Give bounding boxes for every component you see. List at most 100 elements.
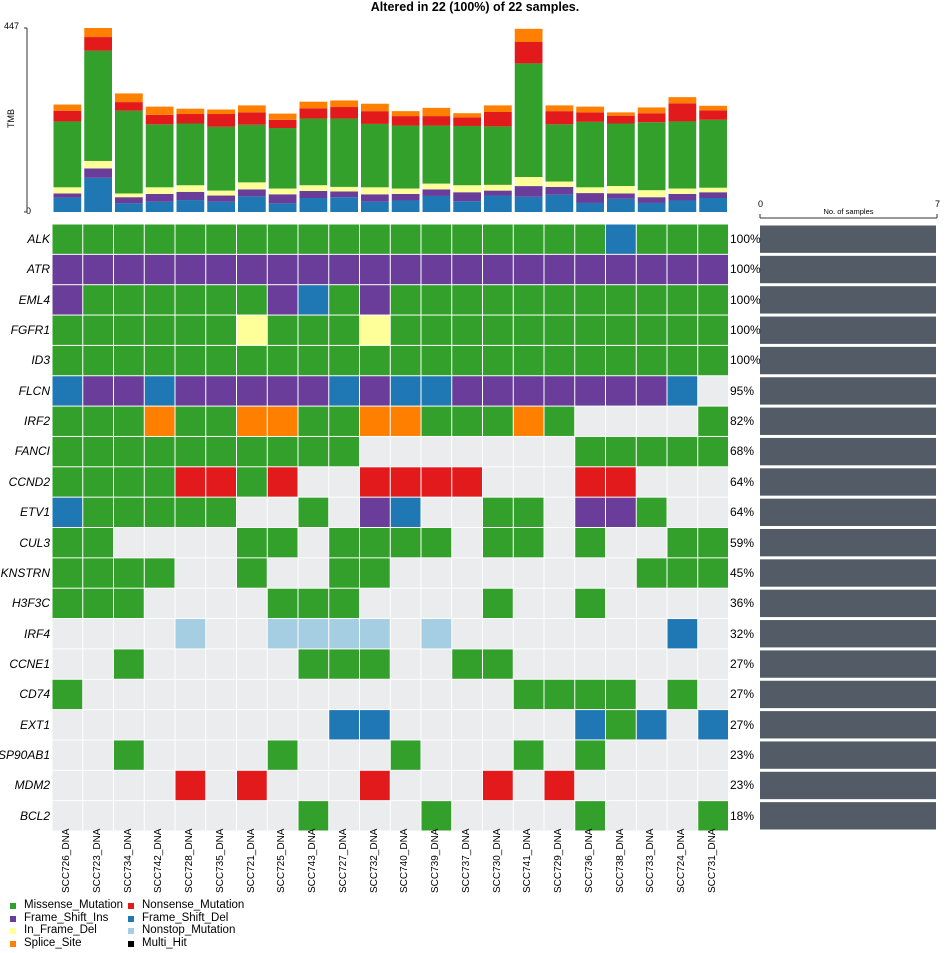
cell-FGFR1-SCC733_DNA <box>636 315 667 345</box>
cell-IRF2-SCC723_DNA <box>83 406 113 436</box>
cell-ID3-SCC726_DNA <box>52 345 83 376</box>
tmb-bar-I-SCC724_DNA <box>668 193 697 201</box>
tmb-bar-I-SCC728_DNA <box>176 191 205 201</box>
cell-ID3-SCC743_DNA <box>298 345 329 376</box>
cell-ALK-SCC732_DNA <box>360 224 390 254</box>
cell-HSP90AB1-SCC740_DNA <box>390 740 421 770</box>
tmb-bar-M-SCC733_DNA <box>637 122 666 191</box>
cell-EML4-SCC737_DNA <box>452 285 482 315</box>
cell-MDM2-SCC723_DNA <box>83 770 113 801</box>
cell-IRF2-SCC731_DNA <box>698 406 728 436</box>
cell-HSP90AB1-SCC739_DNA <box>421 740 452 770</box>
cell-CUL3-SCC733_DNA <box>636 528 667 558</box>
cell-CCNE1-SCC736_DNA <box>575 649 605 679</box>
cell-CCND2-SCC735_DNA <box>206 467 236 497</box>
cell-IRF4-SCC726_DNA <box>52 619 83 649</box>
cell-EML4-SCC741_DNA <box>513 285 544 315</box>
cell-H3F3C-SCC739_DNA <box>421 588 452 619</box>
cell-IRF4-SCC739_DNA <box>421 619 452 649</box>
gene-label: ‎BCL2‎ <box>19 808 50 823</box>
cell-ATR-SCC727_DNA <box>329 254 359 285</box>
sample-count-bar-KNSTRN <box>760 559 936 587</box>
sample-count-bar-FANCI <box>760 437 936 466</box>
sample-label: SCC736_DNA <box>583 828 595 893</box>
cell-IRF4-SCC735_DNA <box>206 619 236 649</box>
cell-KNSTRN-SCC735_DNA <box>206 558 236 588</box>
cell-HSP90AB1-SCC737_DNA <box>452 740 482 770</box>
tmb-bar-M-SCC732_DNA <box>361 123 389 188</box>
cell-MDM2-SCC742_DNA <box>144 770 175 801</box>
tmb-bar-S-SCC729_DNA <box>545 105 574 112</box>
gene-label: ‎CUL3‎ <box>19 535 50 550</box>
cell-IRF4-SCC740_DNA <box>390 619 421 649</box>
cell-CUL3-SCC723_DNA <box>83 528 113 558</box>
cell-BCL2-SCC739_DNA <box>421 801 452 831</box>
cell-IRF4-SCC736_DNA <box>575 619 605 649</box>
tmb-bar-S-SCC726_DNA <box>53 104 82 111</box>
cell-HSP90AB1-SCC727_DNA <box>329 740 359 770</box>
cell-FGFR1-SCC736_DNA <box>575 315 605 345</box>
cell-EML4-SCC739_DNA <box>421 285 452 315</box>
cell-HSP90AB1-SCC742_DNA <box>144 740 175 770</box>
tmb-bar-S-SCC738_DNA <box>607 112 635 116</box>
cell-HSP90AB1-SCC725_DNA <box>267 740 298 770</box>
cell-EXT1-SCC735_DNA <box>206 710 236 740</box>
cell-H3F3C-SCC734_DNA <box>114 588 144 619</box>
gene-label: ‎H3F3C‎ <box>11 596 50 611</box>
cell-IRF2-SCC726_DNA <box>52 406 83 436</box>
tmb-bar-D-SCC739_DNA <box>422 195 451 212</box>
cell-ETV1-SCC727_DNA <box>329 497 359 527</box>
cell-ETV1-SCC730_DNA <box>483 497 513 527</box>
tmb-bar-I-SCC729_DNA <box>545 186 574 195</box>
cell-CD74-SCC736_DNA <box>575 679 605 710</box>
cell-FGFR1-SCC738_DNA <box>606 315 636 345</box>
cell-BCL2-SCC741_DNA <box>513 801 544 831</box>
cell-CCNE1-SCC732_DNA <box>360 649 390 679</box>
gene-label: ‎CD74‎ <box>19 687 50 702</box>
sample-label: SCC738_DNA <box>614 828 626 893</box>
cell-MDM2-SCC728_DNA <box>175 770 206 801</box>
gene-label: ‎KNSTRN‎ <box>0 565 50 580</box>
cell-ID3-SCC732_DNA <box>360 345 390 376</box>
tmb-bar-S-SCC737_DNA <box>453 113 481 118</box>
tmb-bar-D-SCC740_DNA <box>391 200 420 212</box>
cell-IRF2-SCC740_DNA <box>390 406 421 436</box>
cell-CCNE1-SCC724_DNA <box>667 649 698 679</box>
tmb-bar-S-SCC735_DNA <box>207 109 235 115</box>
cell-H3F3C-SCC741_DNA <box>513 588 544 619</box>
cell-EXT1-SCC729_DNA <box>544 710 575 740</box>
cell-IRF2-SCC732_DNA <box>360 406 390 436</box>
cell-EXT1-SCC723_DNA <box>83 710 113 740</box>
tmb-bar-I-SCC730_DNA <box>484 190 512 196</box>
cell-FLCN-SCC734_DNA <box>114 376 144 406</box>
cell-IRF4-SCC738_DNA <box>606 619 636 649</box>
cell-BCL2-SCC734_DNA <box>114 801 144 831</box>
cell-H3F3C-SCC743_DNA <box>298 588 329 619</box>
cell-IRF2-SCC721_DNA <box>237 406 267 436</box>
tmb-bar-S-SCC725_DNA <box>268 113 297 120</box>
cell-CD74-SCC721_DNA <box>237 679 267 710</box>
sample-count-bar-ATR <box>760 255 936 284</box>
cell-ID3-SCC734_DNA <box>114 345 144 376</box>
cell-BCL2-SCC740_DNA <box>390 801 421 831</box>
cell-ATR-SCC734_DNA <box>114 254 144 285</box>
cell-KNSTRN-SCC742_DNA <box>144 558 175 588</box>
cell-CCND2-SCC731_DNA <box>698 467 728 497</box>
cell-EML4-SCC732_DNA <box>360 285 390 315</box>
cell-CCND2-SCC724_DNA <box>667 467 698 497</box>
cell-EML4-SCC740_DNA <box>390 285 421 315</box>
cell-ALK-SCC742_DNA <box>144 224 175 254</box>
sample-count-bar-IRF2 <box>760 407 936 435</box>
cell-CCNE1-SCC743_DNA <box>298 649 329 679</box>
cell-CCND2-SCC721_DNA <box>237 467 267 497</box>
tmb-bar-D-SCC734_DNA <box>115 203 143 212</box>
sample-label: SCC721_DNA <box>245 828 257 893</box>
cell-EXT1-SCC739_DNA <box>421 710 452 740</box>
legend-swatch <box>128 928 134 934</box>
cell-FLCN-SCC729_DNA <box>544 376 575 406</box>
cell-H3F3C-SCC728_DNA <box>175 588 206 619</box>
cell-HSP90AB1-SCC736_DNA <box>575 740 605 770</box>
cell-FANCI-SCC731_DNA <box>698 436 728 467</box>
gene-percent: 100% <box>730 353 761 368</box>
cell-KNSTRN-SCC734_DNA <box>114 558 144 588</box>
